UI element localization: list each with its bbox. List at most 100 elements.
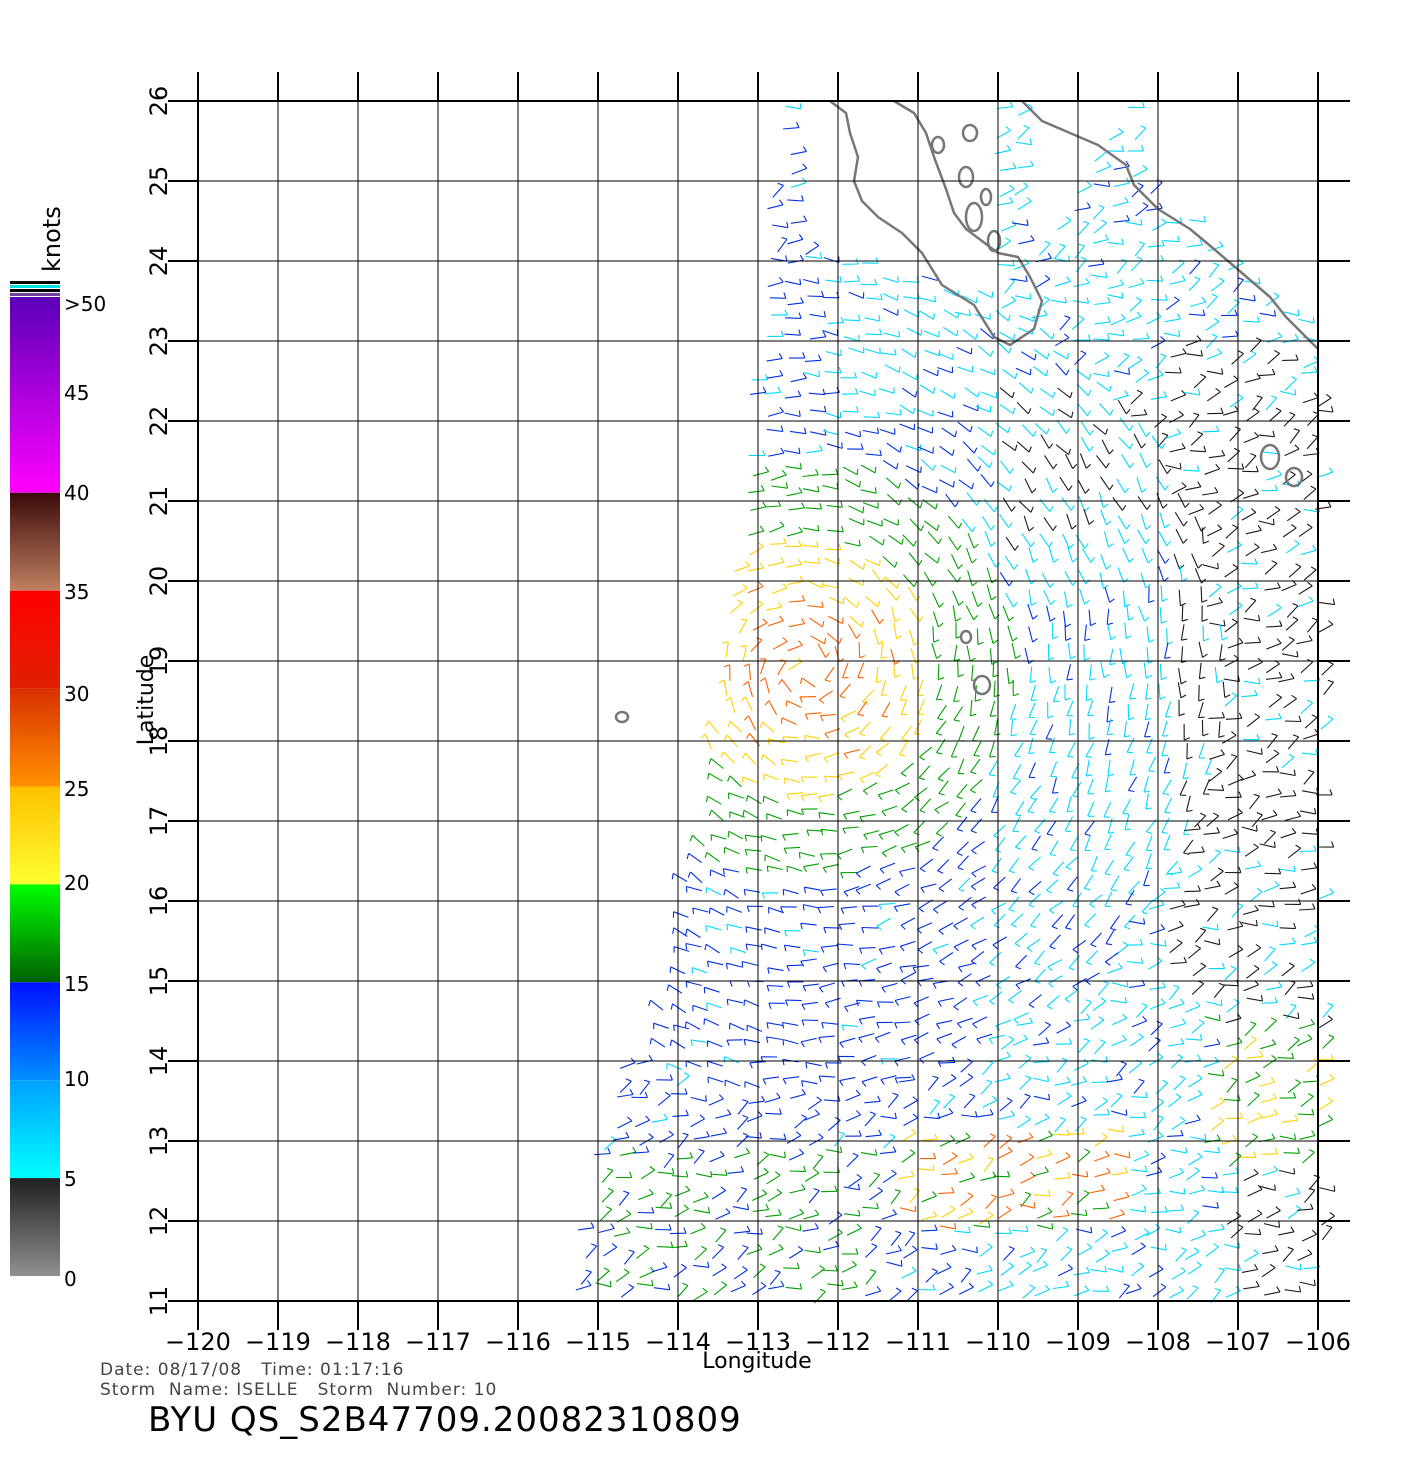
wind-barb-feather bbox=[778, 1108, 782, 1115]
wind-barb bbox=[730, 947, 747, 954]
wind-barb-feather bbox=[1217, 562, 1219, 569]
wind-barb-feather bbox=[742, 583, 748, 589]
wind-barb-feather bbox=[1106, 1108, 1111, 1115]
wind-barb-feather bbox=[1293, 769, 1296, 776]
x-tick-label: −120 bbox=[165, 1328, 231, 1356]
wind-barb-feather bbox=[1065, 1152, 1071, 1158]
wind-barb bbox=[959, 1176, 975, 1183]
wind-barb-feather bbox=[1176, 428, 1182, 434]
wind-barb bbox=[827, 529, 844, 533]
wind-barb-feather bbox=[1066, 1076, 1071, 1083]
wind-barb-feather bbox=[1007, 315, 1011, 321]
wind-barb-feather bbox=[798, 447, 801, 454]
wind-barb-feather bbox=[1293, 865, 1296, 872]
wind-barb-feather bbox=[1164, 523, 1170, 529]
wind-barb bbox=[1289, 430, 1301, 444]
wind-barb bbox=[1113, 219, 1130, 223]
wind-barb-feather bbox=[1293, 1168, 1296, 1175]
wind-barb-feather bbox=[1197, 823, 1201, 830]
wind-barb bbox=[747, 681, 754, 698]
wind-barb bbox=[1227, 925, 1244, 931]
wind-barb-feather bbox=[1067, 255, 1071, 262]
wind-barb-feather bbox=[1291, 694, 1297, 700]
wind-barb-feather bbox=[989, 461, 993, 468]
wind-barb bbox=[1053, 350, 1068, 360]
wind-barb bbox=[927, 531, 939, 545]
wind-barb-feather bbox=[762, 386, 767, 393]
wind-barb bbox=[807, 604, 824, 608]
wind-barb-feather bbox=[684, 1240, 688, 1247]
wind-barb-feather bbox=[990, 541, 996, 547]
wind-barb bbox=[1300, 702, 1313, 715]
wind-barb-feather bbox=[841, 1279, 844, 1286]
wind-barb bbox=[882, 308, 898, 316]
wind-barb bbox=[1054, 280, 1071, 287]
wind-barb-feather bbox=[1088, 736, 1095, 740]
wind-barb bbox=[1124, 814, 1130, 830]
wind-barb bbox=[971, 591, 979, 607]
wind-barb bbox=[999, 387, 1013, 399]
wind-barb-feather bbox=[1140, 145, 1145, 152]
wind-barb bbox=[1094, 1041, 1106, 1055]
wind-barb bbox=[748, 490, 765, 494]
wind-barb bbox=[1020, 1175, 1036, 1184]
wind-barb-feather bbox=[1331, 841, 1335, 848]
wind-barb-feather bbox=[875, 680, 883, 684]
wind-barb bbox=[875, 742, 890, 753]
wind-barb-feather bbox=[799, 1224, 802, 1231]
wind-barb bbox=[810, 635, 825, 645]
wind-barb-feather bbox=[932, 1164, 935, 1171]
wind-barb bbox=[761, 834, 777, 841]
wind-barb-feather bbox=[610, 1223, 615, 1229]
wind-barb-feather bbox=[993, 694, 1000, 698]
wind-barb bbox=[1297, 1253, 1313, 1261]
wind-barb-feather bbox=[1042, 1260, 1048, 1266]
wind-barb bbox=[1260, 548, 1277, 554]
wind-barb-feather bbox=[817, 524, 820, 532]
wind-barb bbox=[1001, 300, 1016, 309]
wind-barb-feather bbox=[648, 1133, 654, 1138]
wind-barb bbox=[769, 1153, 786, 1159]
wind-barb-feather bbox=[1255, 337, 1262, 341]
wind-barb-feather bbox=[1213, 1243, 1219, 1248]
wind-barb-feather bbox=[1008, 1245, 1015, 1250]
wind-barb-feather bbox=[1043, 296, 1050, 300]
wind-barb-feather bbox=[1215, 583, 1222, 588]
wind-barb-feather bbox=[742, 1099, 749, 1103]
wind-barb-feather bbox=[1158, 1131, 1164, 1137]
wind-barb-feather bbox=[1008, 278, 1015, 282]
wind-barb-feather bbox=[1178, 330, 1181, 337]
wind-barb bbox=[745, 834, 762, 838]
wind-barb bbox=[1145, 737, 1153, 753]
wind-barb bbox=[875, 763, 889, 775]
wind-barb bbox=[1039, 388, 1054, 398]
wind-barb bbox=[1285, 815, 1301, 821]
wind-barb-feather bbox=[669, 1039, 673, 1046]
wind-barb bbox=[1286, 511, 1301, 522]
wind-barb bbox=[1244, 641, 1261, 644]
wind-barb bbox=[824, 752, 840, 759]
wind-barb-feather bbox=[858, 540, 861, 547]
wind-barb bbox=[1117, 515, 1127, 530]
wind-barb bbox=[806, 450, 823, 454]
wind-barb bbox=[919, 310, 934, 320]
wind-barb-feather bbox=[819, 252, 823, 259]
wind-barb-feather bbox=[1089, 429, 1094, 436]
wind-barb-feather bbox=[900, 1039, 906, 1045]
wind-barb bbox=[1230, 508, 1244, 521]
wind-barb bbox=[1303, 488, 1317, 500]
wind-barb-feather bbox=[1200, 350, 1203, 357]
wind-barb-feather bbox=[1164, 656, 1171, 659]
wind-barb bbox=[1128, 282, 1145, 289]
wind-barb-feather bbox=[726, 1109, 732, 1115]
wind-barb bbox=[886, 1261, 903, 1267]
wind-barb-feather bbox=[780, 556, 785, 563]
wind-barb bbox=[706, 1002, 723, 1009]
wind-barb-feather bbox=[1232, 564, 1239, 569]
wind-barb bbox=[1107, 1267, 1124, 1273]
wind-barb bbox=[744, 1038, 761, 1044]
wind-barb-feather bbox=[668, 1130, 674, 1136]
wind-barb bbox=[1203, 1150, 1220, 1154]
wind-barb bbox=[1242, 909, 1259, 916]
wind-barb bbox=[603, 1246, 618, 1257]
